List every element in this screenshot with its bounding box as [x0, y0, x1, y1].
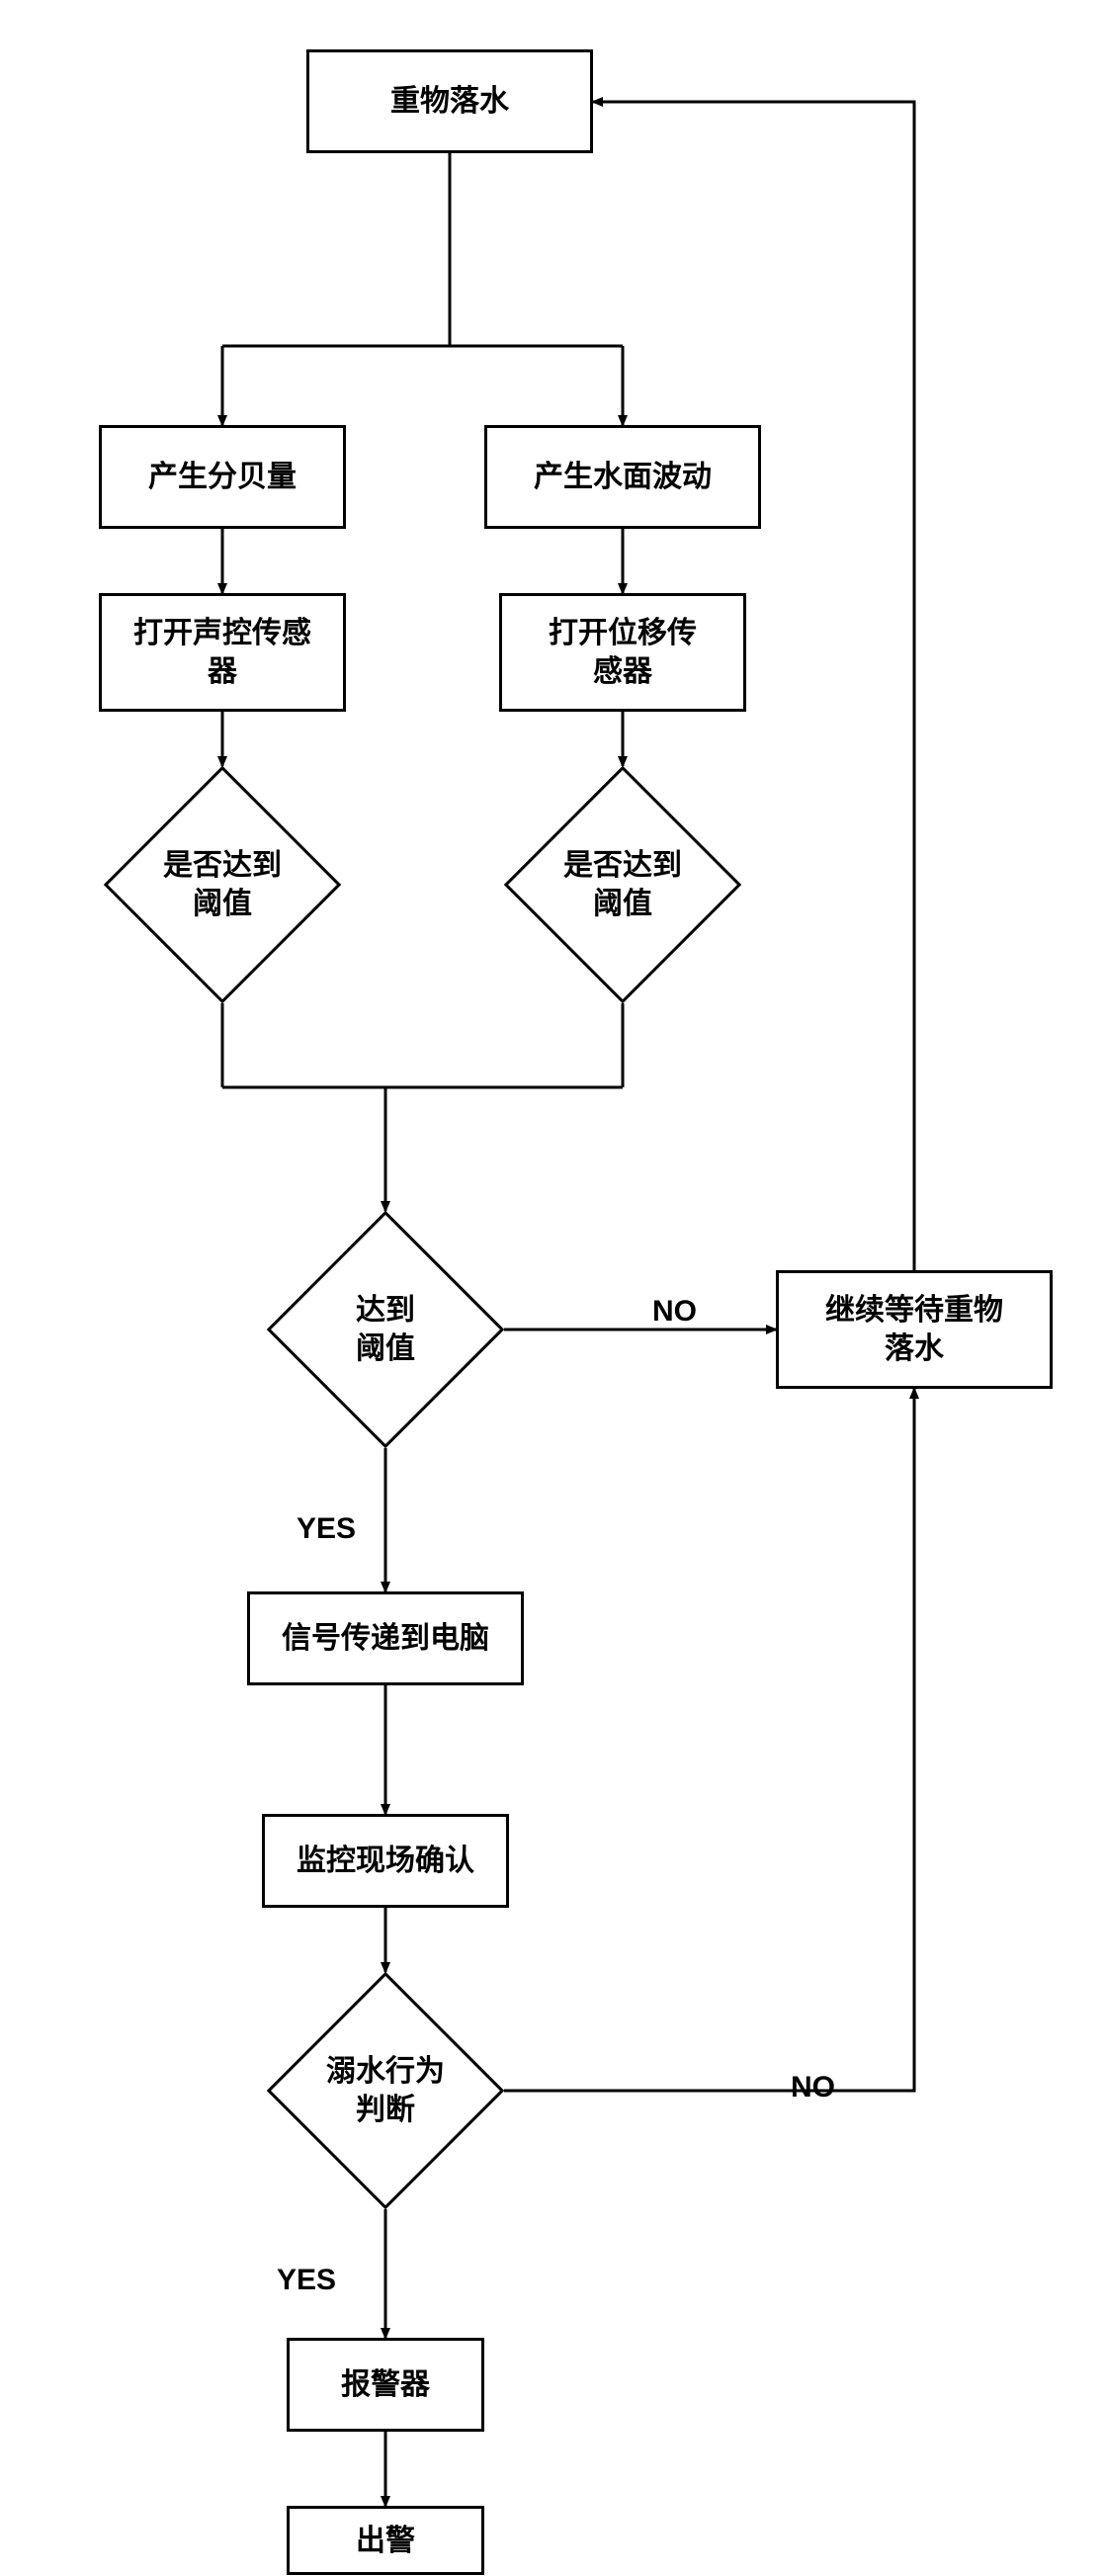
node-disp-sensor-label: 打开位移传 感器 [549, 614, 697, 691]
node-threshold-main-label: 达到 阈值 [356, 1291, 415, 1368]
node-start-label: 重物落水 [390, 82, 509, 121]
node-drown-judge-label: 溺水行为 判断 [326, 2052, 445, 2129]
node-threshold-right-label: 是否达到 阈值 [563, 846, 682, 923]
node-wave-label: 产生水面波动 [534, 458, 712, 496]
node-monitor-label: 监控现场确认 [297, 1842, 474, 1880]
node-drown-judge: 溺水行为 判断 [301, 2007, 469, 2175]
node-dispatch: 出警 [287, 2506, 484, 2575]
node-continue-wait-label: 继续等待重物 落水 [825, 1291, 1003, 1368]
node-alarm: 报警器 [287, 2338, 484, 2432]
node-sound-sensor-label: 打开声控传感 器 [133, 614, 311, 691]
edge-label-no2: NO [791, 2071, 835, 2104]
node-disp-sensor: 打开位移传 感器 [499, 593, 746, 712]
node-dispatch-label: 出警 [356, 2522, 415, 2560]
node-threshold-left-label: 是否达到 阈值 [163, 846, 282, 923]
node-signal-label: 信号传递到电脑 [282, 1619, 489, 1658]
node-threshold-right: 是否达到 阈值 [539, 801, 707, 969]
node-decibel: 产生分贝量 [99, 425, 346, 529]
node-signal: 信号传递到电脑 [247, 1591, 524, 1685]
edge-label-yes1: YES [297, 1512, 356, 1546]
node-continue-wait: 继续等待重物 落水 [776, 1270, 1053, 1389]
edge-label-yes2: YES [277, 2264, 336, 2297]
node-monitor: 监控现场确认 [262, 1814, 509, 1908]
edge-label-no1: NO [652, 1295, 697, 1329]
node-sound-sensor: 打开声控传感 器 [99, 593, 346, 712]
node-start: 重物落水 [306, 49, 593, 153]
node-alarm-label: 报警器 [341, 2365, 430, 2404]
node-decibel-label: 产生分贝量 [148, 458, 297, 496]
node-threshold-left: 是否达到 阈值 [138, 801, 306, 969]
node-threshold-main: 达到 阈值 [301, 1245, 469, 1414]
node-wave: 产生水面波动 [484, 425, 761, 529]
